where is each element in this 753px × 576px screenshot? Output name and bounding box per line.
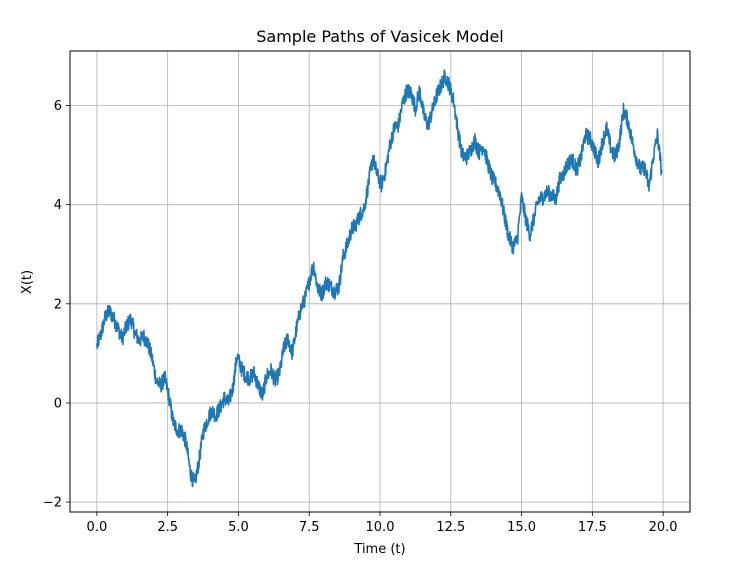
y-tick-label: 2 — [54, 297, 62, 312]
y-tick-label: 6 — [54, 99, 62, 114]
y-axis-ticks: −2 0 2 4 6 — [43, 99, 70, 511]
x-tick-label: 15.0 — [507, 520, 536, 535]
x-tick-label: 2.5 — [157, 520, 178, 535]
x-axis-ticks: 0.0 2.5 5.0 7.5 10.0 12.5 15.0 17.5 20.0 — [87, 512, 678, 535]
grid-lines — [70, 51, 690, 512]
series-line — [96, 69, 663, 488]
x-axis-label: Time (t) — [353, 542, 405, 557]
x-tick-label: 12.5 — [436, 520, 465, 535]
chart-title: Sample Paths of Vasicek Model — [256, 27, 503, 46]
y-axis-label: X(t) — [20, 270, 35, 294]
plot-area — [96, 69, 663, 488]
x-tick-label: 5.0 — [228, 520, 249, 535]
x-tick-label: 7.5 — [299, 520, 320, 535]
x-tick-label: 17.5 — [578, 520, 607, 535]
x-tick-label: 0.0 — [87, 520, 108, 535]
y-tick-label: 0 — [54, 396, 62, 411]
y-tick-label: −2 — [43, 496, 62, 511]
x-tick-label: 10.0 — [366, 520, 395, 535]
y-tick-label: 4 — [54, 198, 62, 213]
x-tick-label: 20.0 — [649, 520, 678, 535]
